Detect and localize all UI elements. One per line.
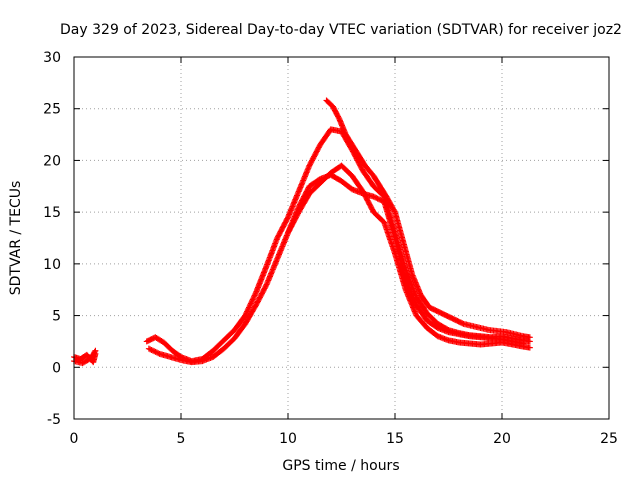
y-axis-label: SDTVAR / TECUs [8,181,24,296]
data-point [152,348,159,355]
data-point [248,299,255,306]
y-tick-label: 10 [43,257,61,273]
data-point [249,296,256,303]
data-point [520,340,527,347]
data-point [252,291,259,298]
data-point [526,334,533,341]
data-point [249,297,256,304]
data-point [373,194,380,201]
data-point [149,347,156,354]
data-point [91,348,98,355]
x-tick-label: 25 [600,431,618,447]
data-point [244,308,251,315]
data-point [262,282,269,289]
plot-frame [73,56,610,420]
y-tick-label: -5 [47,412,61,428]
axis-ticks: 0 5 10 15 20 25 -5 0 5 10 15 20 25 30 [43,50,618,447]
data-point [251,293,258,300]
y-tick-label: 30 [43,50,61,66]
data-point [378,197,385,204]
data-point [245,305,252,312]
data-points [71,97,533,367]
data-point [371,194,378,201]
data-point [243,309,250,316]
data-point [153,349,160,356]
data-point [247,300,254,307]
data-point [92,347,99,354]
x-tick-label: 0 [70,431,79,447]
x-tick-label: 15 [386,431,404,447]
grid-lines [74,57,609,419]
x-tick-label: 5 [177,431,186,447]
data-point [244,307,251,314]
data-point [251,292,258,299]
data-point [148,346,155,353]
data-point [374,195,381,202]
data-point [370,193,377,200]
x-axis-label: GPS time / hours [282,458,399,474]
y-tick-label: 0 [52,360,61,376]
chart-title: Day 329 of 2023, Sidereal Day-to-day VTE… [60,22,622,38]
data-point [526,344,533,351]
y-tick-label: 20 [43,153,61,169]
data-point [147,346,154,353]
y-tick-label: 5 [52,309,61,325]
x-tick-label: 10 [279,431,297,447]
data-point [391,207,398,214]
data-point [284,215,291,222]
y-tick-label: 25 [43,102,61,118]
data-point [250,295,257,302]
data-point [247,301,254,308]
data-point [377,196,384,203]
data-point [245,304,252,311]
data-point [151,348,158,355]
data-point [375,196,382,203]
y-tick-label: 15 [43,205,61,221]
data-point [246,303,253,310]
data-point [145,345,152,352]
data-point [242,311,249,318]
x-tick-label: 20 [493,431,511,447]
data-point [155,350,162,357]
